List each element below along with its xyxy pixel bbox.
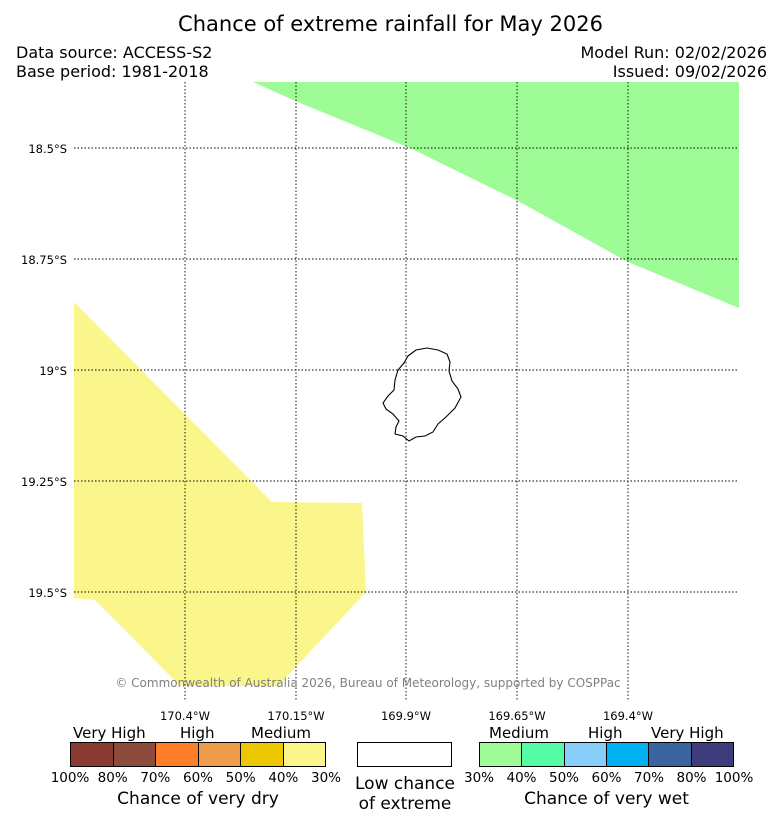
low-chance-line2: of extreme (358, 794, 452, 814)
low-chance-line1: Low chance (355, 774, 455, 794)
wet-swatch-2 (564, 743, 607, 766)
wet-medium-region (253, 82, 739, 308)
wet-high-label: High (588, 724, 623, 742)
dry-legend-caption: Chance of very dry (117, 789, 279, 809)
wet-very-high-label: Very High (651, 724, 724, 742)
dry-swatch-1 (113, 743, 156, 766)
wet-swatch-0 (480, 743, 523, 766)
copyright-notice: © Commonwealth of Australia 2026, Bureau… (115, 676, 621, 690)
dry-tick-3: 60% (182, 770, 213, 786)
low-chance-caption: Low chance of extreme (340, 774, 470, 814)
dry-very-high-label: Very High (73, 724, 146, 742)
lon-label-170-15: 170.15°W (267, 709, 325, 723)
wet-swatch-3 (606, 743, 650, 766)
dry-tick-6: 30% (310, 770, 341, 786)
low-chance-box (357, 742, 452, 767)
lon-label-169-65: 169.65°W (488, 709, 546, 723)
dry-tick-2: 70% (140, 770, 171, 786)
base-period: Base period: 1981-2018 (16, 62, 209, 81)
dry-legend-colorbar (70, 742, 326, 767)
map-title: Chance of extreme rainfall for May 2026 (178, 12, 603, 36)
wet-tick-0: 30% (463, 770, 494, 786)
wet-swatch-1 (522, 743, 565, 766)
data-source: Data source: ACCESS-S2 (16, 43, 213, 62)
wet-tick-2: 50% (548, 770, 579, 786)
graticule (74, 82, 739, 700)
wet-swatch-4 (649, 743, 692, 766)
dry-tick-4: 50% (225, 770, 256, 786)
wet-swatch-5 (691, 743, 733, 766)
lon-label-170-4: 170.4°W (159, 709, 211, 723)
meta-left: Data source: ACCESS-S2 Base period: 1981… (16, 43, 212, 81)
wet-tick-4: 70% (633, 770, 664, 786)
dry-swatch-2 (156, 743, 199, 766)
wet-tick-5: 80% (676, 770, 707, 786)
wet-tick-3: 60% (591, 770, 622, 786)
wet-medium-label: Medium (489, 724, 549, 742)
dry-swatch-0 (71, 743, 114, 766)
dry-tick-1: 80% (97, 770, 128, 786)
dry-tick-0: 100% (50, 770, 90, 786)
lat-label-19-5: 19.5°S (28, 586, 67, 600)
lat-label-19: 19°S (39, 364, 67, 378)
model-run: Model Run: 02/02/2026 (580, 43, 768, 62)
lon-label-169-9: 169.9°W (380, 709, 432, 723)
dry-swatch-4 (241, 743, 284, 766)
dry-tick-5: 40% (268, 770, 299, 786)
meta-right: Model Run: 02/02/2026 Issued: 09/02/2026 (581, 43, 768, 81)
wet-tick-1: 40% (506, 770, 537, 786)
lat-label-18-75: 18.75°S (21, 253, 67, 267)
dry-swatch-5 (283, 743, 325, 766)
dry-swatch-3 (198, 743, 241, 766)
lat-label-19-25: 19.25°S (21, 475, 67, 489)
dry-high-label: High (180, 724, 215, 742)
dry-medium-region (74, 302, 366, 686)
dry-medium-label: Medium (251, 724, 311, 742)
wet-tick-6: 100% (714, 770, 754, 786)
island-outline (382, 347, 462, 442)
wet-legend-caption: Chance of very wet (524, 789, 689, 809)
wet-legend-colorbar (479, 742, 734, 767)
issued-date: Issued: 09/02/2026 (612, 62, 767, 81)
lon-label-169-4: 169.4°W (602, 709, 654, 723)
lat-label-18-5: 18.5°S (28, 142, 67, 156)
